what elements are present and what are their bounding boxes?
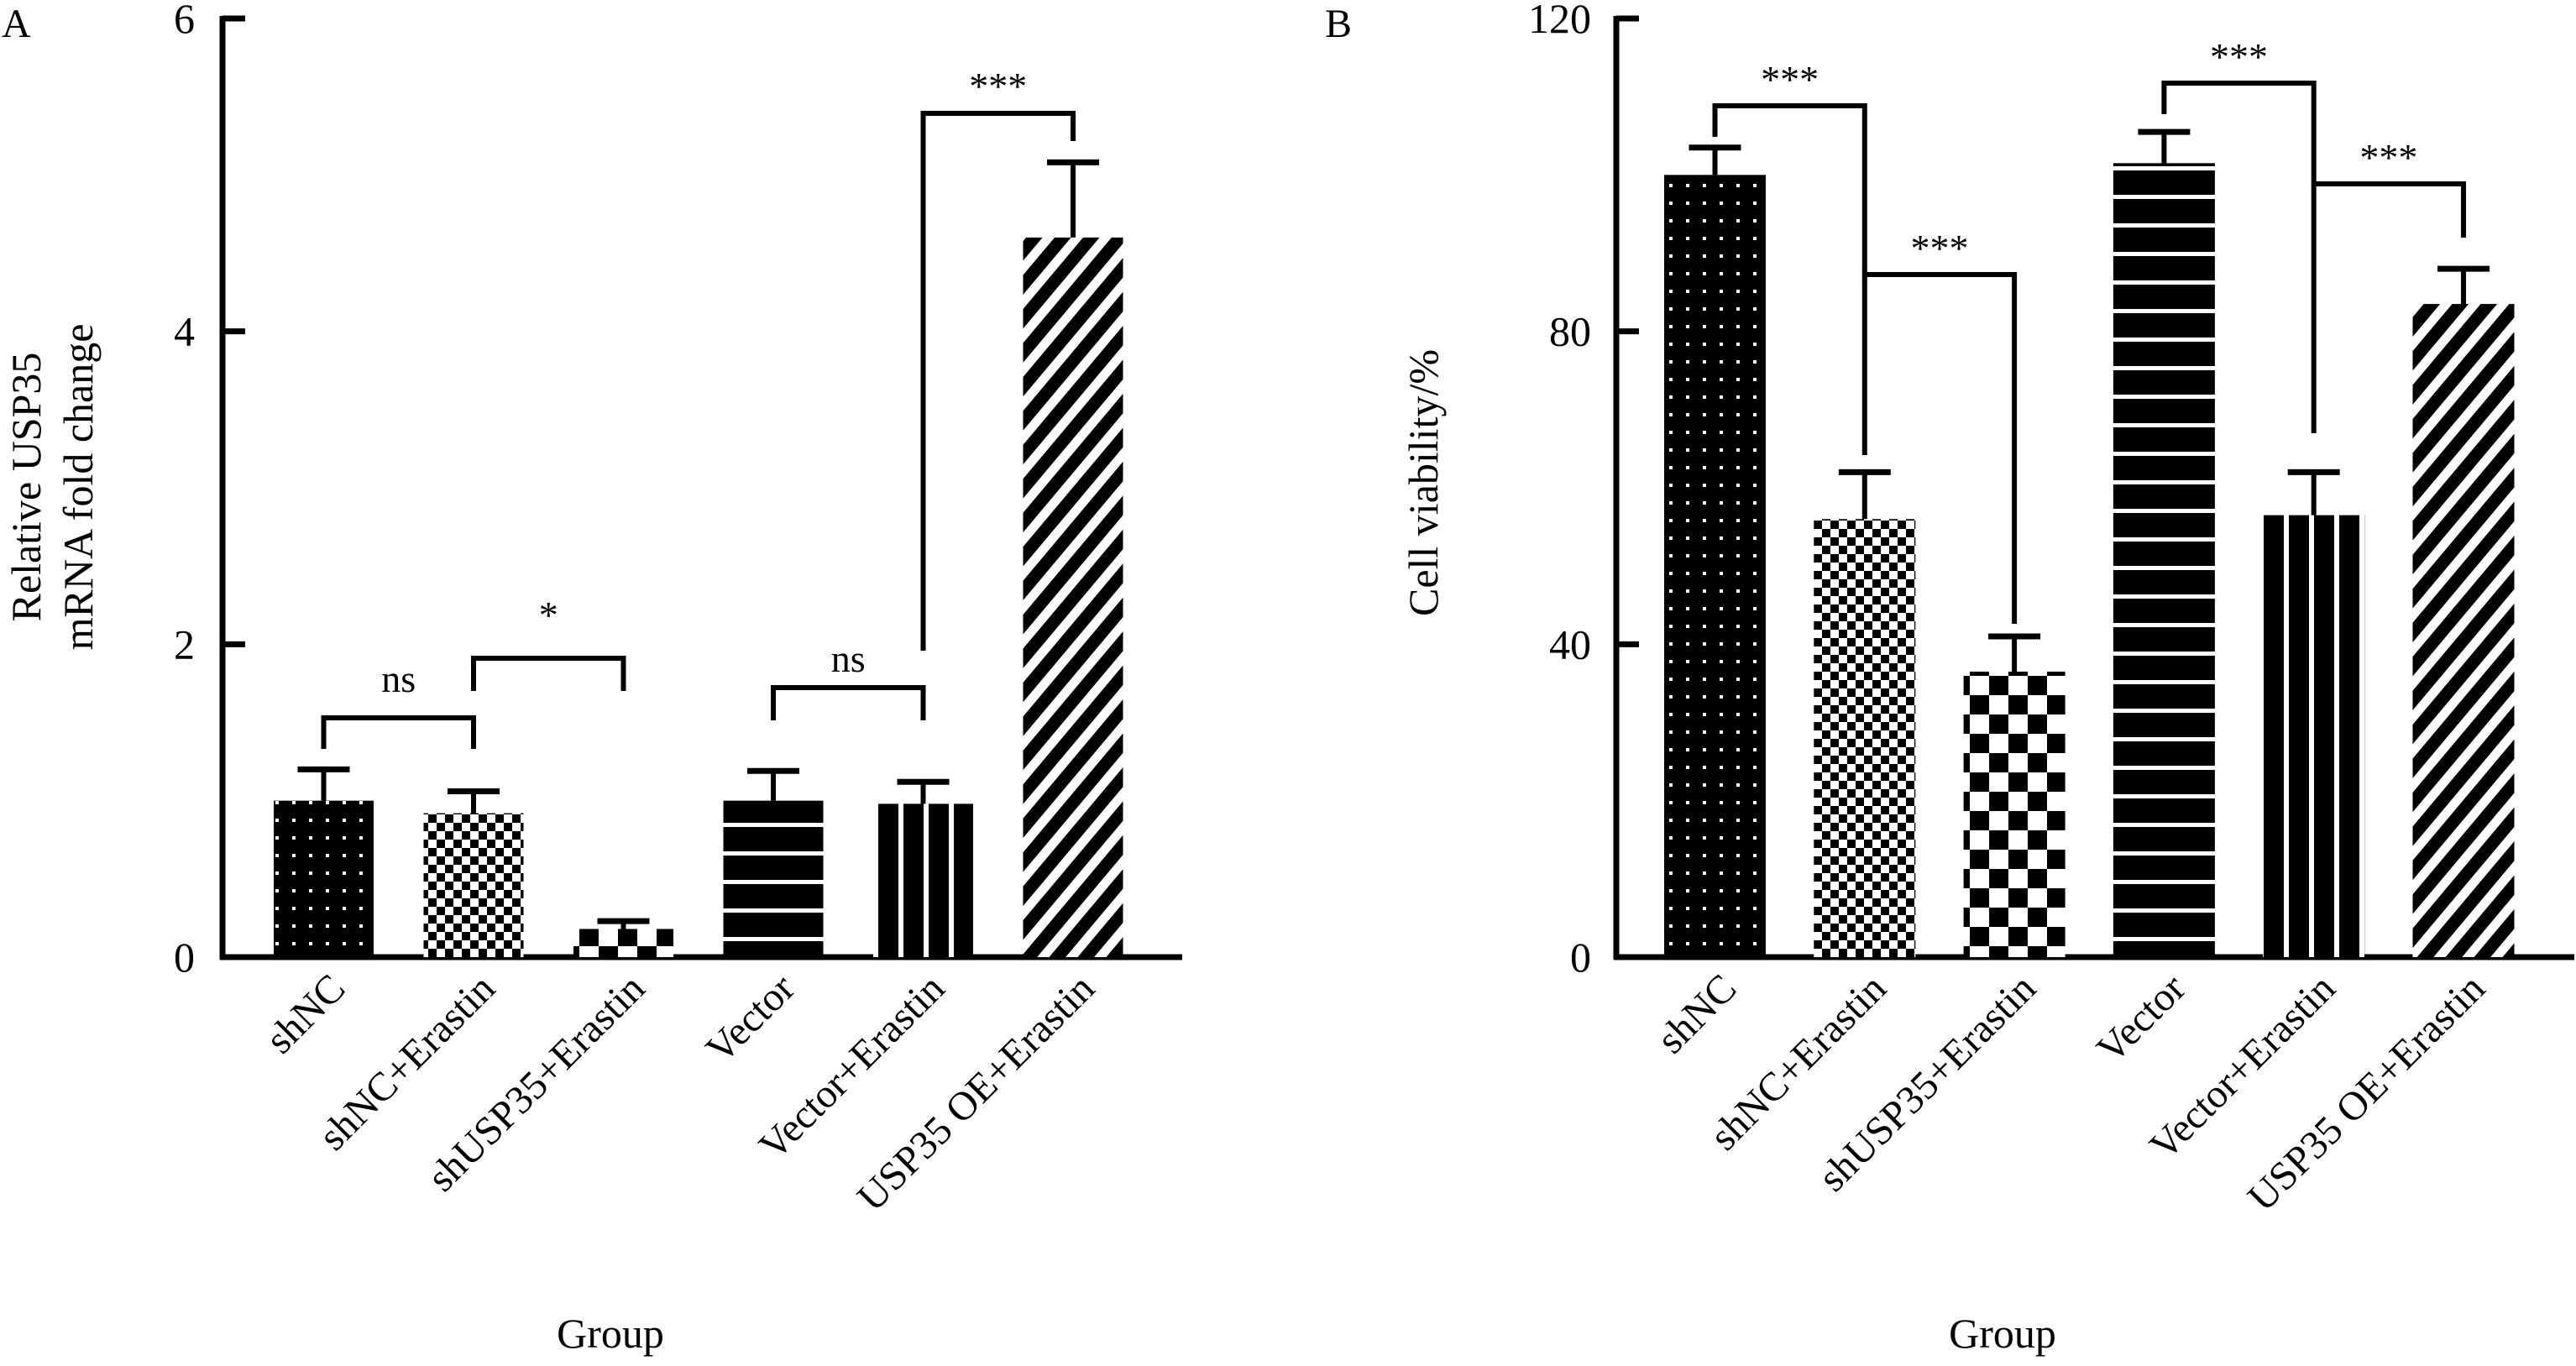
significance-label: *** — [969, 65, 1027, 107]
y-tick-label: 0 — [174, 934, 195, 981]
bar — [2412, 304, 2515, 957]
y-tick-label: 80 — [1549, 308, 1591, 355]
panel-label-b: B — [1325, 2, 1352, 46]
axes-a: 0 2 4 6 — [174, 0, 1182, 981]
x-tick-label: shNC — [257, 966, 353, 1062]
x-tick-label: shNC — [1648, 966, 1745, 1062]
significance-b: *** *** *** *** — [1712, 35, 2466, 624]
y-axis-title-a: Relative USP35 mRNA fold change — [3, 324, 102, 651]
bars-b — [1664, 128, 2515, 958]
bar — [423, 813, 524, 957]
significance-label: * — [539, 594, 558, 636]
bar — [2263, 515, 2365, 957]
y-tick-label: 4 — [174, 308, 195, 355]
bars-a — [274, 159, 1123, 957]
y-tick-label: 0 — [1570, 934, 1591, 981]
x-tick-label: Vector — [2088, 966, 2194, 1071]
significance-label: *** — [2210, 35, 2268, 78]
x-axis-title-a: Group — [557, 1310, 664, 1357]
y-tick-label: 40 — [1549, 620, 1591, 667]
bar — [723, 800, 824, 957]
y-tick-label: 2 — [174, 620, 195, 667]
bar — [1963, 671, 2066, 957]
panel-label-a: A — [2, 2, 31, 46]
significance-bracket — [2313, 181, 2466, 238]
y-axis-title-b: Cell viability/% — [1400, 349, 1447, 616]
significance-label: ns — [381, 657, 416, 700]
y-tick-label: 120 — [1528, 0, 1591, 42]
significance-bracket — [771, 685, 926, 720]
x-tick-label: Vector — [698, 966, 804, 1071]
bar — [2113, 163, 2215, 957]
bar — [1023, 237, 1123, 957]
y-tick-label: 6 — [174, 0, 195, 42]
significance-label: *** — [1761, 58, 1819, 101]
significance-bracket — [920, 111, 1076, 651]
bar — [573, 929, 673, 957]
significance-label: *** — [2359, 136, 2417, 179]
significance-bracket — [1712, 103, 1867, 455]
x-axis-title-b: Group — [1949, 1310, 2056, 1357]
y-axis-title-b-line1: Cell viability/% — [1400, 349, 1447, 616]
significance-bracket — [1864, 272, 2018, 624]
significance-bracket — [2161, 81, 2317, 433]
bar — [1814, 519, 1916, 957]
significance-bracket — [471, 656, 626, 691]
bar — [1664, 175, 1766, 958]
bar — [873, 803, 973, 957]
panel-a: A Relative USP35 mRNA fold change 0 2 4 6 n… — [2, 0, 1182, 1357]
significance-a: ns * ns *** — [321, 65, 1076, 749]
significance-bracket — [321, 715, 476, 749]
y-axis-title-a-line2: mRNA fold change — [55, 324, 102, 651]
y-axis-title-a-line1: Relative USP35 — [3, 353, 50, 622]
bar — [274, 800, 374, 957]
significance-label: *** — [1910, 227, 1968, 270]
significance-label: ns — [831, 637, 866, 680]
